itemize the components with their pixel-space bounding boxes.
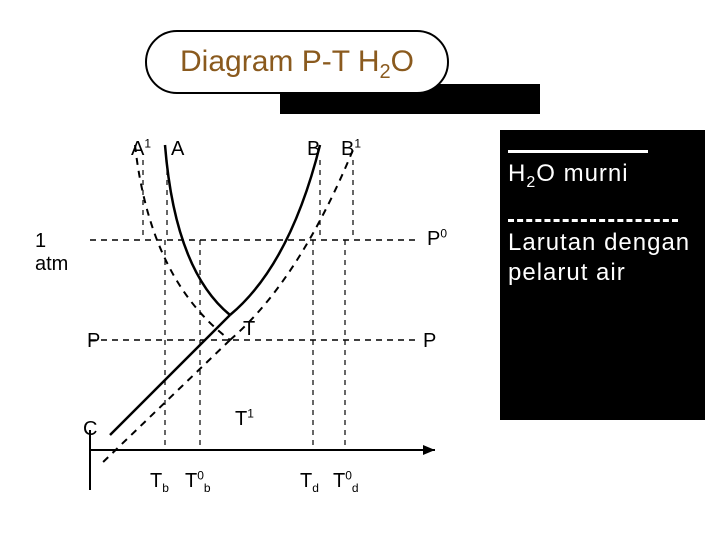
label-T0b: T0b — [185, 470, 211, 493]
label-B: B — [307, 138, 320, 161]
label-A1: A1 — [131, 138, 151, 161]
legend-pure-label: H2O murni — [508, 159, 697, 189]
diagram-title: Diagram P-T H2O — [145, 30, 449, 94]
label-P0: P0 — [427, 228, 447, 251]
label-A: A — [171, 138, 184, 161]
legend-solid-line — [508, 150, 648, 153]
label-P-left: P — [87, 330, 100, 353]
pt-diagram: A1 A B B1 1 atm P0 P P T T1 C Tb T0b Td … — [35, 120, 485, 520]
legend-dash-line — [508, 219, 678, 222]
legend-solution-label: Larutan dengan pelarut air — [508, 228, 697, 288]
label-T: T — [243, 318, 255, 341]
label-T1: T1 — [235, 408, 254, 431]
label-C: C — [83, 418, 97, 441]
label-B1: B1 — [341, 138, 361, 161]
label-P-right: P — [423, 330, 436, 353]
label-1atm: 1 atm — [35, 230, 68, 276]
label-Td: Td — [300, 470, 319, 493]
label-T0d: T0d — [333, 470, 359, 493]
legend: H2O murni Larutan dengan pelarut air — [500, 130, 705, 420]
label-Tb: Tb — [150, 470, 169, 493]
diagram-svg — [35, 120, 485, 520]
